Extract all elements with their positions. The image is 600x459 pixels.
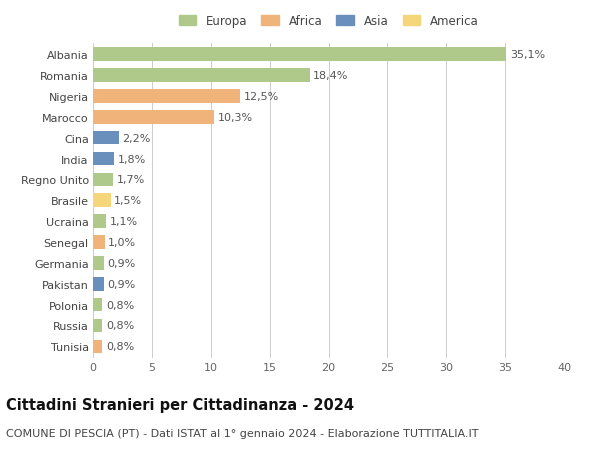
Text: 1,0%: 1,0%: [109, 237, 136, 247]
Bar: [93, 235, 105, 249]
Text: 1,8%: 1,8%: [118, 154, 146, 164]
Bar: [93, 173, 113, 187]
Legend: Europa, Africa, Asia, America: Europa, Africa, Asia, America: [179, 15, 478, 28]
Text: 0,9%: 0,9%: [107, 258, 136, 268]
Text: 0,8%: 0,8%: [106, 321, 134, 331]
Text: Cittadini Stranieri per Cittadinanza - 2024: Cittadini Stranieri per Cittadinanza - 2…: [6, 397, 354, 412]
Bar: [93, 257, 104, 270]
Bar: [93, 194, 110, 207]
Text: 1,1%: 1,1%: [109, 217, 137, 227]
Text: 1,5%: 1,5%: [114, 196, 142, 206]
Text: 0,9%: 0,9%: [107, 279, 136, 289]
Text: 18,4%: 18,4%: [313, 71, 349, 81]
Bar: [93, 132, 119, 145]
Text: 0,8%: 0,8%: [106, 300, 134, 310]
Bar: [93, 48, 506, 62]
Text: 35,1%: 35,1%: [510, 50, 545, 60]
Bar: [93, 215, 106, 229]
Bar: [93, 277, 104, 291]
Bar: [93, 90, 240, 103]
Text: 1,7%: 1,7%: [116, 175, 145, 185]
Bar: [93, 69, 310, 83]
Bar: [93, 298, 103, 312]
Bar: [93, 152, 114, 166]
Text: COMUNE DI PESCIA (PT) - Dati ISTAT al 1° gennaio 2024 - Elaborazione TUTTITALIA.: COMUNE DI PESCIA (PT) - Dati ISTAT al 1°…: [6, 428, 479, 438]
Bar: [93, 111, 214, 124]
Text: 2,2%: 2,2%: [122, 134, 151, 143]
Bar: [93, 340, 103, 353]
Text: 10,3%: 10,3%: [218, 112, 253, 123]
Text: 12,5%: 12,5%: [244, 92, 279, 102]
Text: 0,8%: 0,8%: [106, 341, 134, 352]
Bar: [93, 319, 103, 332]
